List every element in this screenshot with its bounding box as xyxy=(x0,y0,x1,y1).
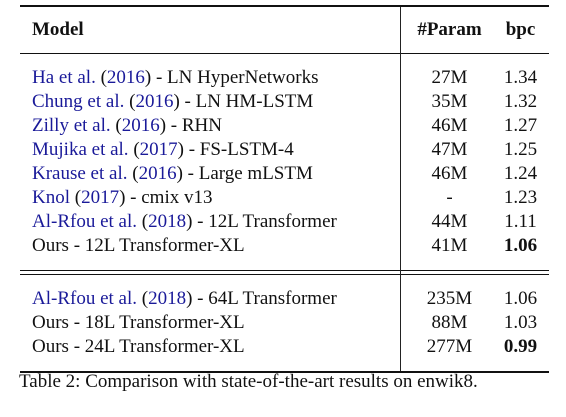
bpc-cell: 1.32 xyxy=(503,91,538,112)
citation-year[interactable]: 2018 xyxy=(148,211,187,232)
citation-year[interactable]: 2018 xyxy=(148,288,187,309)
param-cell: - xyxy=(400,186,498,210)
table-row: Ours - 18L Transformer-XL 88M 1.03 xyxy=(20,311,549,335)
citation-year[interactable]: 2016 xyxy=(135,91,174,112)
model-name: Ours - 18L Transformer-XL xyxy=(32,312,245,333)
header-row: Model #Param bpc xyxy=(20,5,549,54)
citation-year[interactable]: 2017 xyxy=(81,187,120,208)
table-row: Ours - 12L Transformer-XL 41M 1.06 xyxy=(20,234,549,271)
param-cell: 47M xyxy=(400,138,498,162)
model-cell: Ours - 24L Transformer-XL xyxy=(20,335,401,373)
model-name: - LN HM-LSTM xyxy=(179,91,314,112)
bpc-cell: 1.24 xyxy=(503,163,538,184)
bpc-cell: 1.23 xyxy=(503,187,538,208)
table-group-1: Ha et al. (2016) - LN HyperNetworks 27M 1.… xyxy=(20,53,549,271)
model-name: - FS-LSTM-4 xyxy=(183,139,294,160)
bpc-cell: 1.11 xyxy=(504,211,537,232)
model-cell: Al-Rfou et al. (2018) - 64L Transformer xyxy=(20,274,401,311)
citation-author[interactable]: Zilly et al. xyxy=(32,115,111,136)
param-cell: 277M xyxy=(400,335,498,373)
model-name: - 64L Transformer xyxy=(192,288,337,309)
model-name: - cmix v13 xyxy=(125,187,213,208)
separator-cell xyxy=(20,270,401,275)
table-row: Ha et al. (2016) - LN HyperNetworks 27M 1.… xyxy=(20,53,549,90)
citation-year[interactable]: 2017 xyxy=(139,139,178,160)
table-group-2: Al-Rfou et al. (2018) - 64L Transformer 2… xyxy=(20,270,549,373)
bpc-cell: 1.06 xyxy=(503,235,538,256)
caption-label: Table 2: xyxy=(19,371,81,392)
model-name: Ours - 12L Transformer-XL xyxy=(32,235,245,256)
bpc-cell: 0.99 xyxy=(498,335,549,373)
model-name: - 12L Transformer xyxy=(192,211,337,232)
param-cell: 41M xyxy=(400,234,498,271)
param-cell: 44M xyxy=(400,210,498,234)
citation-author[interactable]: Al-Rfou et al. xyxy=(32,211,138,232)
table-row: Knol (2017) - cmix v13 -1.23 xyxy=(20,186,549,210)
model-cell: Chung et al. (2016) - LN HM-LSTM xyxy=(32,91,314,112)
model-cell: Al-Rfou et al. (2018) - 12L Transformer xyxy=(32,211,337,232)
model-cell: Knol (2017) - cmix v13 xyxy=(32,187,213,208)
group-separator xyxy=(20,270,549,275)
citation-year[interactable]: 2016 xyxy=(106,67,145,88)
bpc-cell: 1.25 xyxy=(503,139,538,160)
citation-author[interactable]: Krause et al. xyxy=(32,163,128,184)
header-param: #Param xyxy=(400,5,498,54)
model-name: - Large mLSTM xyxy=(182,163,313,184)
model-cell: Krause et al. (2016) - Large mLSTM xyxy=(32,163,313,184)
param-cell: 88M xyxy=(400,311,498,335)
citation-author[interactable]: Chung et al. xyxy=(32,91,125,112)
model-cell: Mujika et al. (2017) - FS-LSTM-4 xyxy=(32,139,294,160)
citation-author[interactable]: Ha et al. xyxy=(32,67,96,88)
table-row: Zilly et al. (2016) - RHN 46M 1.27 xyxy=(20,114,549,138)
model-cell: Ha et al. (2016) - LN HyperNetworks xyxy=(20,53,401,90)
table-row: Al-Rfou et al. (2018) - 12L Transformer 4… xyxy=(20,210,549,234)
bpc-cell: 1.06 xyxy=(498,274,549,311)
table-row: Ours - 24L Transformer-XL 277M 0.99 xyxy=(20,335,549,373)
caption-text: Comparison with state-of-the-art results… xyxy=(80,371,478,392)
table-caption: Table 2: Comparison with state-of-the-ar… xyxy=(19,370,559,394)
citation-author[interactable]: Knol xyxy=(32,187,70,208)
table-row: Krause et al. (2016) - Large mLSTM 46M 1.2… xyxy=(20,162,549,186)
param-cell: 46M xyxy=(400,114,498,138)
separator-cell xyxy=(498,270,549,275)
results-table: Model #Param bpc Ha et al. (2016) - LN H… xyxy=(20,5,549,373)
bpc-cell: 1.34 xyxy=(498,53,549,90)
citation-year[interactable]: 2016 xyxy=(138,163,177,184)
bpc-cell: 1.27 xyxy=(503,115,538,136)
table-row: Mujika et al. (2017) - FS-LSTM-4 47M 1.25 xyxy=(20,138,549,162)
bpc-cell: 1.03 xyxy=(503,312,538,333)
model-name: - LN HyperNetworks xyxy=(151,67,319,88)
separator-cell xyxy=(400,270,498,275)
param-cell: 235M xyxy=(400,274,498,311)
citation-author[interactable]: Mujika et al. xyxy=(32,139,129,160)
param-cell: 27M xyxy=(400,53,498,90)
header-model: Model xyxy=(20,5,401,54)
citation-year[interactable]: 2016 xyxy=(121,115,160,136)
table-row: Chung et al. (2016) - LN HM-LSTM 35M 1.32 xyxy=(20,90,549,114)
model-name: - RHN xyxy=(166,115,222,136)
param-cell: 35M xyxy=(400,90,498,114)
results-table-container: Model #Param bpc Ha et al. (2016) - LN H… xyxy=(20,5,549,373)
model-cell: Ours - 18L Transformer-XL xyxy=(20,311,401,335)
citation-author[interactable]: Al-Rfou et al. xyxy=(32,288,138,309)
model-cell: Zilly et al. (2016) - RHN xyxy=(32,115,222,136)
param-cell: 46M xyxy=(400,162,498,186)
header-bpc: bpc xyxy=(498,5,549,54)
model-name: Ours - 24L Transformer-XL xyxy=(32,336,245,357)
table-row: Al-Rfou et al. (2018) - 64L Transformer 2… xyxy=(20,274,549,311)
model-cell: Ours - 12L Transformer-XL xyxy=(20,234,401,271)
